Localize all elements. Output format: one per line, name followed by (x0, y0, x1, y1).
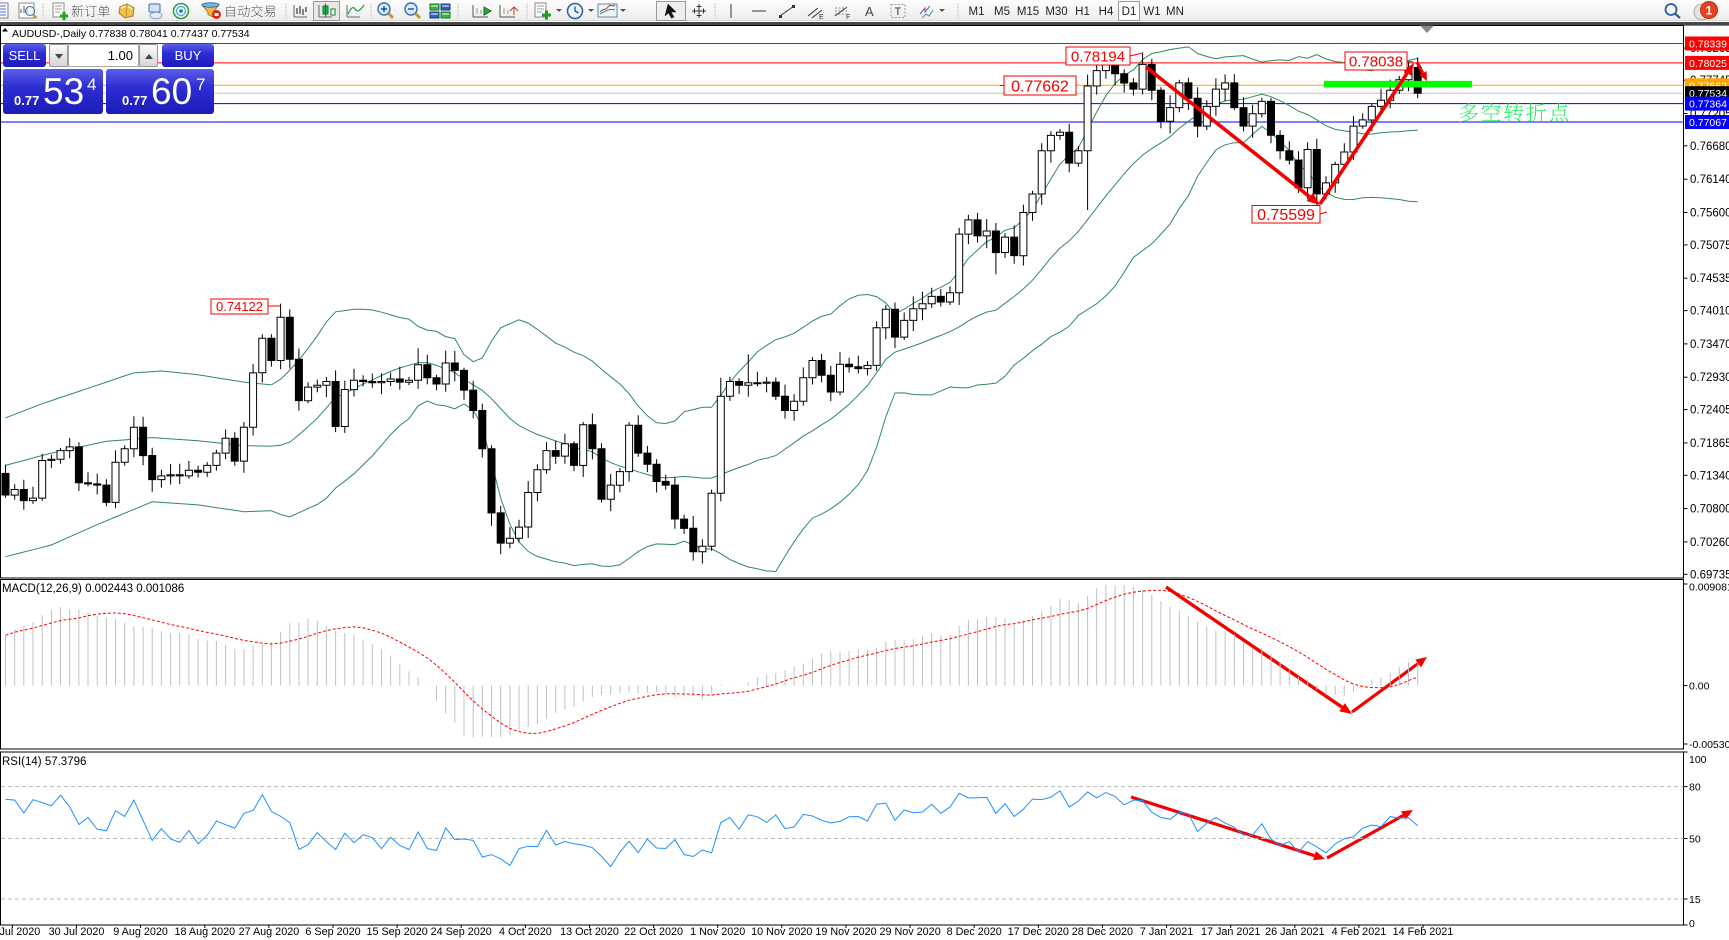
svg-text:0.77067: 0.77067 (1689, 117, 1727, 129)
svg-text:0.78194: 0.78194 (1071, 48, 1125, 65)
svg-text:0.009081: 0.009081 (1689, 582, 1729, 594)
svg-text:4 Feb 2021: 4 Feb 2021 (1332, 926, 1387, 938)
svg-text:4 Oct 2020: 4 Oct 2020 (499, 926, 552, 938)
svg-text:0.78025: 0.78025 (1689, 58, 1727, 70)
svg-text:80: 80 (1689, 782, 1701, 794)
svg-text:M30: M30 (1045, 6, 1067, 18)
svg-text:0.77662: 0.77662 (1011, 78, 1069, 95)
svg-text:0: 0 (1689, 918, 1695, 930)
svg-text:15 Sep 2020: 15 Sep 2020 (366, 926, 427, 938)
svg-text:M15: M15 (1017, 6, 1039, 18)
svg-text:29 Nov 2020: 29 Nov 2020 (879, 926, 940, 938)
svg-text:10 Nov 2020: 10 Nov 2020 (751, 926, 812, 938)
svg-text:7 Jan 2021: 7 Jan 2021 (1140, 926, 1193, 938)
svg-text:18 Aug 2020: 18 Aug 2020 (174, 926, 235, 938)
svg-text:MN: MN (1166, 6, 1184, 18)
svg-text:0.74010: 0.74010 (1690, 306, 1729, 318)
svg-text:50: 50 (1689, 834, 1701, 846)
svg-text:17 Dec 2020: 17 Dec 2020 (1008, 926, 1069, 938)
svg-text:0.78038: 0.78038 (1349, 53, 1403, 70)
svg-text:M1: M1 (969, 6, 985, 18)
svg-text:21 Jul 2020: 21 Jul 2020 (0, 926, 40, 938)
svg-text:17 Jan 2021: 17 Jan 2021 (1201, 926, 1260, 938)
svg-text:30 Jul 2020: 30 Jul 2020 (49, 926, 105, 938)
svg-text:22 Oct 2020: 22 Oct 2020 (624, 926, 683, 938)
svg-text:0.77364: 0.77364 (1689, 99, 1727, 111)
svg-text:D1: D1 (1122, 6, 1137, 18)
svg-text:0.76140: 0.76140 (1690, 174, 1729, 186)
svg-text:RSI(14) 57.3796: RSI(14) 57.3796 (2, 756, 86, 768)
svg-text:H4: H4 (1099, 6, 1114, 18)
svg-text:0.70800: 0.70800 (1690, 504, 1729, 516)
svg-text:0.73470: 0.73470 (1690, 339, 1729, 351)
svg-text:T: T (895, 6, 902, 18)
svg-text:0.00: 0.00 (1689, 681, 1710, 693)
svg-text:AUDUSD-,Daily 0.77838 0.78041: AUDUSD-,Daily 0.77838 0.78041 0.77437 0.… (12, 28, 250, 40)
svg-text:0.72405: 0.72405 (1690, 405, 1729, 417)
svg-text:14 Feb 2021: 14 Feb 2021 (1393, 926, 1454, 938)
svg-text:0.71865: 0.71865 (1690, 438, 1729, 450)
svg-text:W1: W1 (1143, 6, 1160, 18)
svg-text:0.75599: 0.75599 (1257, 207, 1315, 224)
svg-text:9 Aug 2020: 9 Aug 2020 (113, 926, 168, 938)
svg-text:0.70260: 0.70260 (1690, 537, 1729, 549)
svg-text:0.75075: 0.75075 (1690, 240, 1729, 252)
svg-text:0.69735: 0.69735 (1690, 569, 1729, 581)
svg-text:0.76680: 0.76680 (1690, 141, 1729, 153)
svg-text:E: E (819, 14, 824, 21)
svg-text:15: 15 (1689, 894, 1701, 906)
svg-text:0.78339: 0.78339 (1689, 39, 1727, 51)
svg-text:100: 100 (1689, 754, 1707, 766)
svg-text:28 Dec 2020: 28 Dec 2020 (1072, 926, 1133, 938)
svg-text:1 Nov 2020: 1 Nov 2020 (690, 926, 745, 938)
svg-text:H1: H1 (1075, 6, 1090, 18)
svg-text:6 Sep 2020: 6 Sep 2020 (305, 926, 360, 938)
svg-text:M5: M5 (994, 6, 1010, 18)
svg-text:24 Sep 2020: 24 Sep 2020 (431, 926, 492, 938)
svg-text:F: F (846, 14, 850, 21)
svg-text:0.72930: 0.72930 (1690, 372, 1729, 384)
svg-text:13 Oct 2020: 13 Oct 2020 (560, 926, 619, 938)
svg-text:A: A (865, 4, 874, 19)
svg-text:0.75600: 0.75600 (1690, 208, 1729, 220)
svg-text:27 Aug 2020: 27 Aug 2020 (239, 926, 300, 938)
svg-text:19 Nov 2020: 19 Nov 2020 (815, 926, 876, 938)
svg-text:0.74122: 0.74122 (216, 299, 263, 314)
svg-text:MACD(12,26,9) 0.002443 0.00108: MACD(12,26,9) 0.002443 0.001086 (2, 583, 184, 595)
svg-text:-0.005306: -0.005306 (1689, 739, 1729, 751)
svg-text:0.71340: 0.71340 (1690, 470, 1729, 482)
svg-text:1: 1 (1706, 4, 1713, 18)
svg-text:0.74535: 0.74535 (1690, 273, 1729, 285)
svg-text:26 Jan 2021: 26 Jan 2021 (1265, 926, 1324, 938)
svg-text:8 Dec 2020: 8 Dec 2020 (947, 926, 1002, 938)
